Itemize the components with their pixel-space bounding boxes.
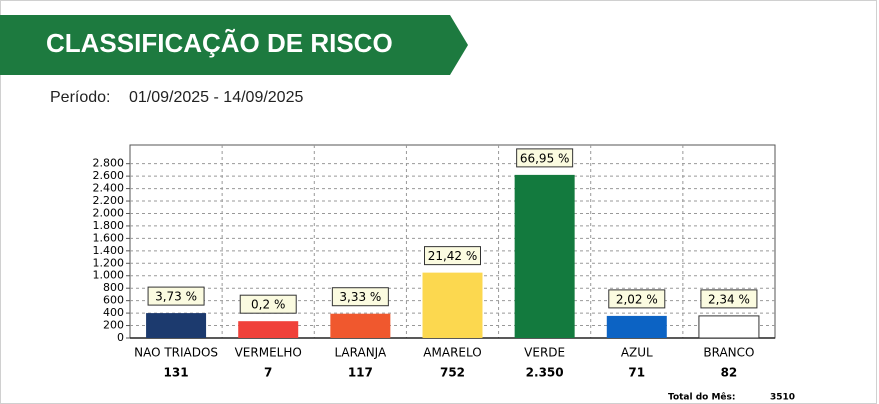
x-tick-label: AMARELO <box>423 346 481 360</box>
bar <box>422 272 483 338</box>
y-tick-label: 0 <box>117 331 124 344</box>
period: 01/09/2025 - 14/09/2025 <box>129 89 303 106</box>
y-tick-label: 600 <box>103 294 124 307</box>
y-tick-label: 1.800 <box>93 219 125 232</box>
bar <box>146 313 207 338</box>
percent-box <box>239 294 297 314</box>
x-tick-label: AZUL <box>621 346 653 360</box>
bar <box>606 315 667 338</box>
percent-label: 0,2 % <box>251 298 285 312</box>
y-tick-label: 200 <box>103 319 124 332</box>
percent-box <box>424 246 481 266</box>
percent-box <box>147 286 205 306</box>
y-tick-label: 800 <box>103 281 124 294</box>
percent-label: 21,42 % <box>428 249 478 263</box>
count-label: 82 <box>721 366 738 380</box>
count-label: 131 <box>164 366 189 380</box>
period-label: Período: <box>50 89 110 106</box>
y-tick-label: 1.400 <box>93 244 125 257</box>
count-label: 71 <box>628 366 645 380</box>
count-label: 117 <box>348 366 373 380</box>
count-label: 2.350 <box>526 366 564 380</box>
count-label: 7 <box>264 366 272 380</box>
percent-label: 2,02 % <box>616 292 658 306</box>
y-tick-label: 2.200 <box>93 194 125 207</box>
count-label: 752 <box>440 366 465 380</box>
total-label: Total do Mês: <box>668 392 736 403</box>
percent-box <box>608 289 666 309</box>
x-tick-label: NAO TRIADOS <box>134 346 218 360</box>
y-tick-label: 2.600 <box>93 169 125 182</box>
x-tick-label: VERDE <box>524 346 565 360</box>
percent-label: 3,33 % <box>339 290 381 304</box>
y-tick-label: 2.000 <box>93 206 125 219</box>
title: CLASSIFICAÇÃO DE RISCO <box>46 28 393 58</box>
percent-box <box>700 289 758 309</box>
percent-label: 66,95 % <box>520 151 570 165</box>
bar <box>698 315 760 339</box>
x-tick-label: VERMELHO <box>235 346 302 360</box>
percent-label: 2,34 % <box>708 292 750 306</box>
y-tick-label: 2.800 <box>93 157 125 170</box>
y-tick-label: 400 <box>103 306 124 319</box>
total: 3510 <box>770 393 795 403</box>
y-tick-label: 1.200 <box>93 256 125 269</box>
bar <box>330 313 391 338</box>
percent-box <box>516 148 574 168</box>
y-tick-label: 2.400 <box>93 182 125 195</box>
y-tick-label: 1.600 <box>93 231 125 244</box>
bar <box>514 174 575 338</box>
x-tick-label: LARANJA <box>334 346 387 360</box>
x-tick-label: BRANCO <box>703 346 754 360</box>
percent-label: 3,73 % <box>155 290 197 304</box>
y-tick-label: 1.000 <box>93 269 125 282</box>
percent-box <box>331 287 389 307</box>
bar <box>238 321 299 338</box>
title-banner <box>0 15 468 75</box>
